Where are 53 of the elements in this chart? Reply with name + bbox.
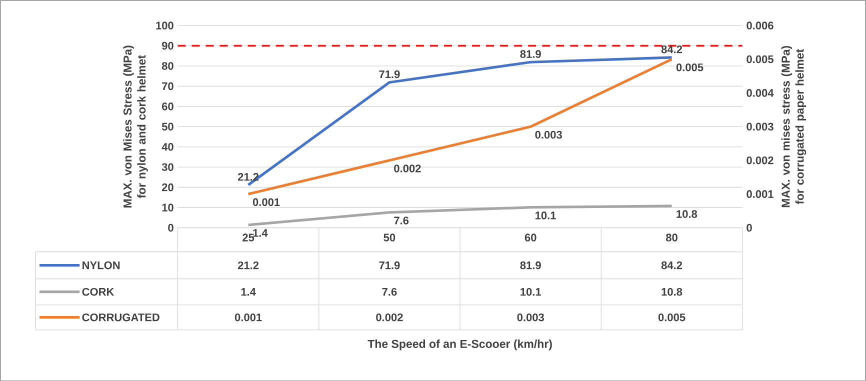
text: 10.8 xyxy=(676,210,698,218)
data-label: 1.4 xyxy=(241,288,256,296)
data-label: 81.9 xyxy=(520,261,541,269)
y2-tick-label: 0.006 xyxy=(746,21,774,30)
y-tick-label: 20 xyxy=(162,183,174,191)
data-label: 84.2 xyxy=(661,261,682,269)
line-series xyxy=(246,204,674,226)
text: 7.6 xyxy=(394,216,409,224)
text: 81.9 xyxy=(520,50,541,58)
y2-axis-title: MAX. von mises stress (MPa) for corrugated paper helmet xyxy=(781,46,806,207)
y-axis-title: MAX. von Mises Stress (MPa) for nylon and cork helmet xyxy=(123,45,148,208)
y-tick-label: 60 xyxy=(162,102,174,110)
legend-label: CORK xyxy=(82,288,114,296)
y2-tick-label: 0.001 xyxy=(746,190,774,198)
y-tick-label: 100 xyxy=(156,21,174,30)
data-label: 10.8 xyxy=(662,288,682,296)
text: 0.001 xyxy=(252,198,280,206)
text: 71.9 xyxy=(379,70,400,78)
legend-label: NYLON xyxy=(82,261,120,269)
legend-label: CORRUGATED xyxy=(82,313,160,322)
data-label: 0.003 xyxy=(517,313,544,322)
y-tick-label: 90 xyxy=(162,42,174,50)
y-tick-label: 10 xyxy=(162,203,174,212)
data-label: 0.002 xyxy=(376,313,403,322)
y2-tick-label: 0.002 xyxy=(746,156,774,164)
y2-tick-label: 0.005 xyxy=(746,55,774,63)
x-tick-label: 25 xyxy=(242,233,254,242)
text: 21.2 xyxy=(238,172,259,180)
data-label: 7.6 xyxy=(382,288,397,296)
x-tick-label: 50 xyxy=(384,233,396,242)
data-label: 71.9 xyxy=(379,261,400,269)
text: 0.005 xyxy=(676,63,704,72)
y-tick-label: 70 xyxy=(162,82,174,90)
data-label: 21.2 xyxy=(238,261,259,269)
y-tick-label: 80 xyxy=(162,62,174,70)
y-tick-label: 40 xyxy=(162,142,174,151)
y-tick-label: 30 xyxy=(162,162,174,171)
y2-tick-label: 0.004 xyxy=(746,88,774,97)
text: 84.2 xyxy=(661,45,682,54)
data-label: 0.001 xyxy=(234,313,262,322)
text: 0.003 xyxy=(535,130,562,138)
text: 10.1 xyxy=(536,211,556,220)
x-tick-label: 80 xyxy=(666,233,678,242)
y-tick-label: 50 xyxy=(162,122,174,130)
y2-tick-label: 0 xyxy=(746,224,752,232)
data-label: 0.005 xyxy=(658,313,686,322)
text: 1.4 xyxy=(253,228,268,236)
text: 0.002 xyxy=(394,164,421,172)
x-tick-label: 60 xyxy=(524,233,536,242)
text: The Speed of an E-Scooer (km/hr) xyxy=(368,339,552,350)
y-tick-label: 0 xyxy=(168,224,174,232)
data-label: 10.1 xyxy=(520,288,542,296)
y2-tick-label: 0.003 xyxy=(746,122,774,130)
